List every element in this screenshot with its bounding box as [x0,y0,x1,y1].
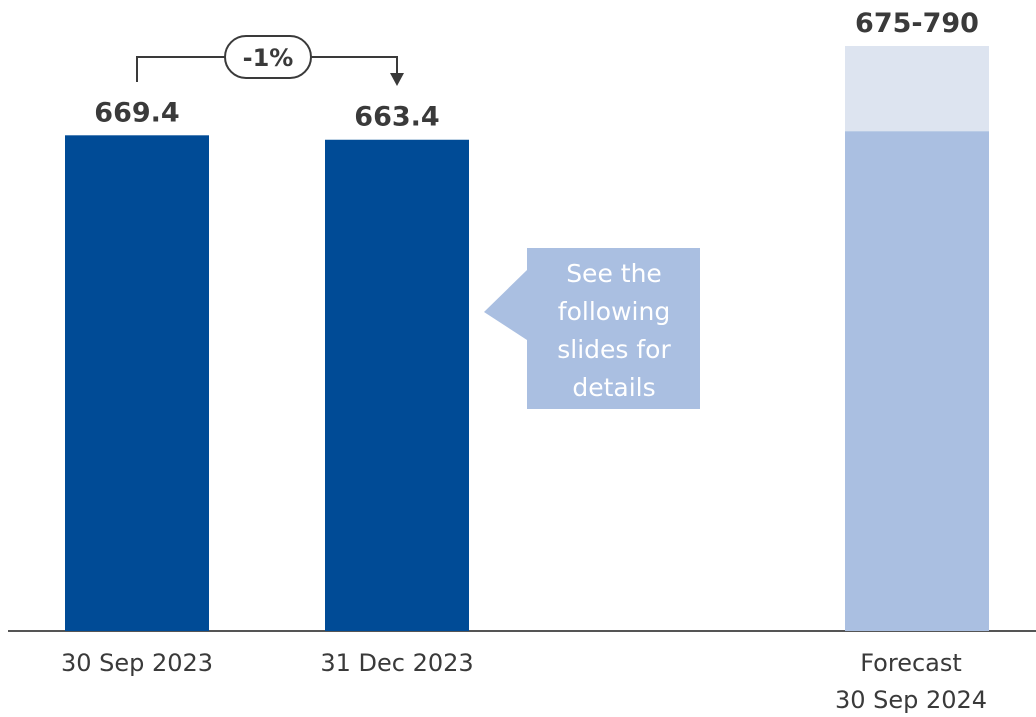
value-label-30-sep-2023: 669.4 [94,97,179,128]
category-label-forecast-line1: Forecast [860,649,962,677]
callout-pointer [484,270,527,340]
callout-line-2: following [558,297,670,326]
callout-line-1: See the [566,259,662,288]
value-label-forecast: 675-790 [855,8,979,39]
callout-line-4: details [572,373,655,402]
change-label: -1% [243,44,294,72]
category-label-31-dec-2023: 31 Dec 2023 [320,649,473,677]
change-annotation: -1% [136,35,404,86]
callout-line-3: slides for [557,335,671,364]
change-bracket-line [136,56,226,82]
bar-forecast-range [845,46,989,132]
bar-30-sep-2023 [65,135,209,632]
bar-31-dec-2023 [325,139,469,631]
bar-forecast-lower [845,131,989,631]
change-bracket-line-right [310,56,398,74]
category-label-30-sep-2023: 30 Sep 2023 [61,649,213,677]
callout-box [527,248,700,409]
change-pill [224,35,312,79]
arrow-down-icon [390,73,404,86]
value-label-31-dec-2023: 663.4 [354,102,439,133]
details-callout: See the following slides for details [484,248,700,409]
category-label-forecast-line2: 30 Sep 2024 [835,686,987,714]
